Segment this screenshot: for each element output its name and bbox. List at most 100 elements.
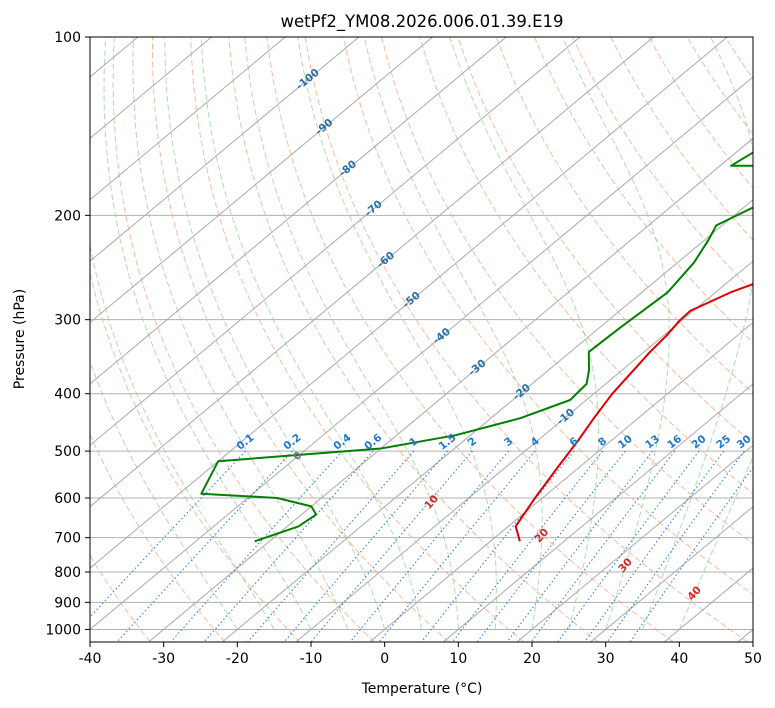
y-tick-label: 400 [54, 387, 81, 403]
dry-adiabat-label: -80 [337, 158, 359, 179]
x-tick-label: -10 [300, 651, 323, 667]
y-tick-label: 1000 [45, 622, 81, 638]
chart-title: wetPf2_YM08.2026.006.01.39.E19 [280, 12, 563, 32]
dry-adiabat-line [342, 37, 753, 596]
series-layer [200, 151, 753, 543]
y-tick-label: 300 [54, 313, 81, 329]
moist-adiabat-line [103, 37, 312, 630]
moist-adiabat-line [90, 359, 238, 630]
y-axis-label: Pressure (hPa) [12, 289, 28, 389]
dry-adiabat-line [228, 37, 599, 642]
mixing-ratio-label: 10 [616, 433, 635, 451]
x-tick-label: -30 [152, 651, 175, 667]
isotherm-line [90, 37, 581, 446]
x-tick-label: -40 [79, 651, 102, 667]
isotherm-line [148, 137, 753, 642]
moist-adiabat-line [449, 37, 600, 630]
x-tick-label: -20 [226, 651, 249, 667]
mixing-ratio-line [283, 450, 449, 642]
moist-adiabat-line [132, 37, 349, 630]
mixing-ratio-line [116, 450, 293, 642]
dry-adiabat-label: -70 [363, 198, 385, 219]
isotherm-line [737, 628, 753, 642]
dry-adiabat-line [648, 37, 753, 189]
dry-adiabat-line [457, 37, 753, 444]
dry-adiabat-line [572, 37, 753, 293]
mixing-ratio-label: 1 [407, 435, 420, 449]
x-axis-label: Temperature (°C) [361, 681, 483, 697]
y-tick-label: 800 [54, 565, 81, 581]
isotherm-line [90, 37, 286, 201]
mixing-ratio-line [606, 450, 745, 642]
dry-adiabat-line [763, 37, 775, 642]
x-tick-label: 20 [523, 651, 541, 667]
mixing-ratio-line [476, 450, 626, 642]
mixing-ratio-line [420, 450, 575, 642]
y-tick-label: 900 [54, 595, 81, 611]
mixing-ratio-line [378, 450, 536, 642]
dry-adiabat-line [381, 37, 753, 545]
dry-adiabat-label: -40 [431, 326, 453, 347]
axis-layer: -40 -30 -20 -10 0 10 20 30 40 5010020030040050060… [45, 30, 762, 667]
isotherm-line [442, 383, 753, 642]
isotherm-line [90, 37, 654, 508]
isotherm-line [516, 444, 753, 642]
mixing-ratio-line [310, 450, 473, 642]
dry-adiabat-line [190, 37, 525, 642]
isotherm-line [90, 37, 212, 139]
isotherm-line [90, 37, 360, 262]
moist-adiabat-line [678, 455, 753, 630]
isotherm-line [590, 506, 753, 642]
dry-adiabat-label: -60 [375, 249, 397, 270]
moist-adiabat-line [297, 37, 497, 630]
mixing-ratio-line [629, 466, 753, 642]
dry-adiabat-label: -20 [511, 382, 533, 403]
dry-adiabat-label: -50 [400, 289, 422, 310]
mixing-ratio-label: 16 [665, 433, 684, 451]
dewpoint-profile-line [200, 151, 753, 543]
mixing-ratio-label: 25 [714, 433, 733, 451]
mixing-ratio-line [584, 450, 725, 642]
x-tick-label: 40 [670, 651, 688, 667]
moist-adiabat-line [90, 242, 275, 630]
moist-adiabat-label: 20 [533, 526, 552, 545]
mixing-ratio-line [90, 450, 246, 618]
isotherm-line [90, 37, 433, 324]
isotherm-line [90, 76, 753, 631]
x-tick-label: 0 [380, 651, 389, 667]
isotherm-line [221, 199, 753, 642]
moist-adiabat-label: 40 [685, 584, 704, 603]
x-tick-label: 30 [597, 651, 615, 667]
mixing-ratio-line [203, 450, 374, 642]
mixing-ratio-label: 0.1 [234, 432, 256, 453]
moist-adiabat-line [164, 37, 386, 630]
moist-adiabat-line [244, 37, 459, 630]
moist-adiabat-line [200, 37, 422, 630]
dry-adiabat-line [112, 37, 375, 642]
mixing-ratio-label: 0.4 [331, 432, 353, 453]
isotherm-line [90, 37, 507, 385]
dry-adiabat-line [90, 270, 300, 642]
moist-adiabat-line [363, 37, 543, 630]
mixing-ratio-label: 6 [567, 435, 580, 449]
y-tick-label: 200 [54, 208, 81, 224]
plot-frame [89, 36, 754, 643]
dry-adiabat-line [419, 37, 753, 495]
y-tick-label: 100 [54, 30, 81, 46]
dry-adiabat-line [152, 37, 450, 642]
mixing-ratio-label: 2 [466, 435, 479, 449]
mixing-ratio-label: 20 [690, 433, 709, 451]
dry-adiabat-label: -90 [313, 117, 335, 138]
mixing-ratio-line [557, 450, 700, 642]
isotherm-line [295, 260, 753, 642]
dry-adiabat-label: -30 [466, 357, 488, 378]
dry-adiabat-label: -10 [555, 406, 577, 427]
mixing-ratio-line [170, 450, 343, 642]
mixing-ratio-label: 3 [502, 435, 515, 449]
mixing-ratio-label: 30 [735, 433, 754, 451]
dry-adiabat-line [266, 37, 674, 642]
moist-adiabat-line [561, 37, 670, 630]
mixing-ratio-label: 13 [643, 433, 662, 451]
